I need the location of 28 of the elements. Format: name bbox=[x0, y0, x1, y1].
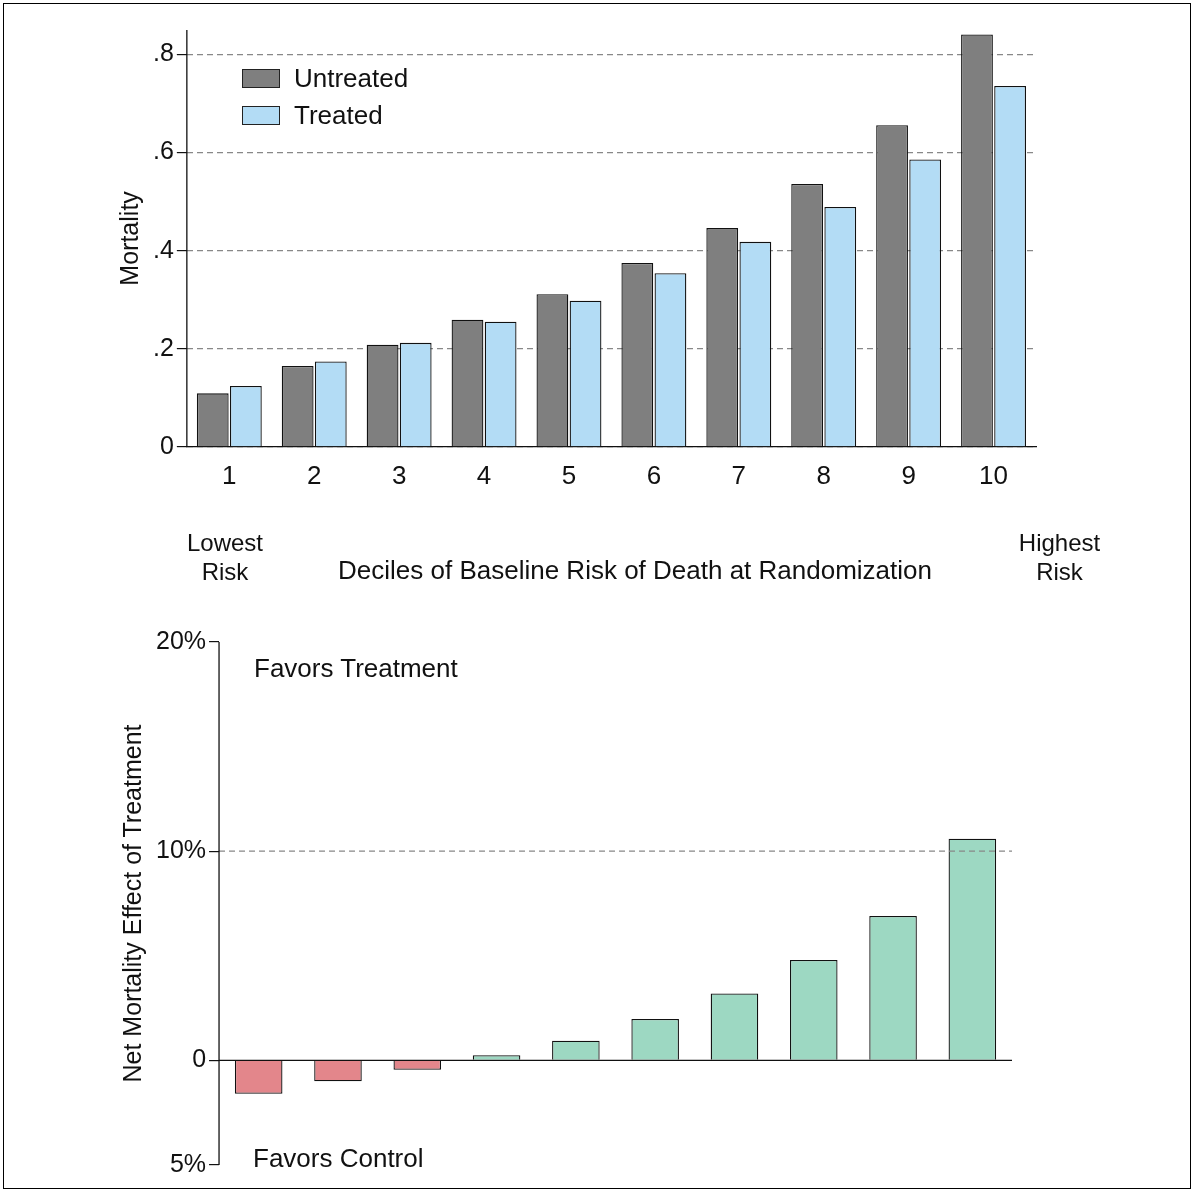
y-tick-label: 20% bbox=[155, 625, 207, 654]
x-tick-label: 6 bbox=[646, 459, 662, 490]
x-tick-label: 9 bbox=[901, 459, 916, 490]
x-tick-label: 5 bbox=[561, 459, 577, 490]
y-tick-label: .4 bbox=[152, 234, 174, 263]
x-tick-label: 3 bbox=[391, 459, 407, 490]
y-axis-title: Net Mortality Effect of Treatment bbox=[117, 724, 146, 1083]
y-tick-label: 5% bbox=[169, 1148, 207, 1177]
x-tick-label: 4 bbox=[476, 459, 492, 490]
y-tick-label: 10% bbox=[155, 835, 207, 864]
y-tick-label: 0 bbox=[192, 1044, 207, 1073]
y-tick-label: .8 bbox=[152, 38, 174, 67]
annotation: Favors Control bbox=[253, 1143, 424, 1173]
legend-label: Untreated bbox=[293, 62, 409, 95]
annotation: Favors Treatment bbox=[254, 653, 458, 683]
y-axis-title: Mortality bbox=[114, 190, 143, 286]
legend-label: Treated bbox=[293, 99, 384, 132]
x-tick-label: 10 bbox=[979, 459, 1008, 490]
x-axis-title: Deciles of Baseline Risk of Death at Randomization bbox=[338, 555, 932, 585]
text: Lowest Risk bbox=[185, 528, 264, 586]
x-tick-label: 7 bbox=[731, 459, 747, 490]
y-tick-label: .6 bbox=[152, 136, 174, 165]
y-tick-label: 0 bbox=[159, 430, 174, 459]
x-tick-label: 8 bbox=[816, 459, 831, 490]
x-tick-label: 2 bbox=[306, 459, 322, 490]
x-tick-label: 1 bbox=[222, 459, 237, 490]
text: Highest Risk bbox=[1017, 528, 1102, 586]
y-tick-label: .2 bbox=[152, 332, 174, 361]
